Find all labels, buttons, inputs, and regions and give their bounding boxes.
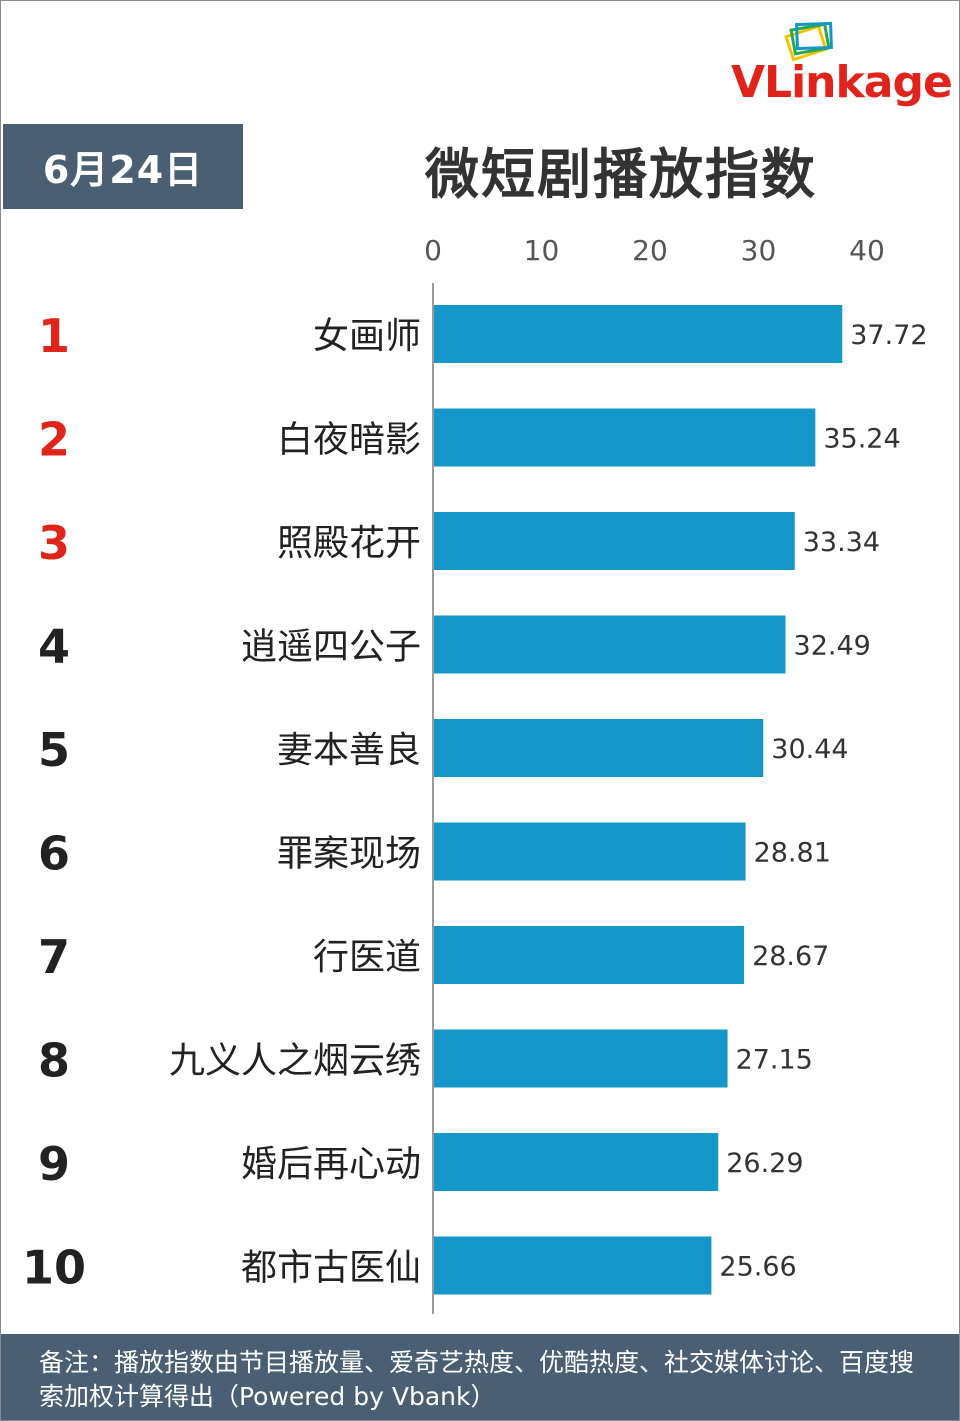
data-label: 30.44	[771, 734, 848, 765]
data-label: 32.49	[794, 631, 871, 662]
rank-number: 4	[38, 620, 70, 674]
data-label: 33.34	[803, 527, 880, 558]
category-label: 照殿花开	[277, 523, 421, 564]
category-label: 婚后再心动	[241, 1144, 421, 1185]
data-label: 28.81	[754, 838, 831, 869]
bar	[433, 408, 816, 467]
data-label: 26.29	[726, 1148, 803, 1179]
rank-number: 9	[38, 1137, 70, 1191]
category-label: 行医道	[313, 937, 421, 978]
x-tick-label: 20	[632, 234, 668, 267]
category-label: 都市古医仙	[241, 1248, 421, 1289]
x-tick-label: 10	[524, 234, 560, 267]
category-label: 九义人之烟云绣	[169, 1041, 421, 1082]
category-label: 女画师	[313, 316, 421, 357]
category-label: 妻本善良	[277, 730, 421, 771]
category-label: 白夜暗影	[277, 420, 421, 461]
rank-number: 1	[38, 309, 70, 363]
footer-note: 备注：播放指数由节目播放量、爱奇艺热度、优酷热度、社交媒体讨论、百度搜索加权计算…	[1, 1334, 959, 1420]
rank-number: 2	[38, 413, 70, 467]
date-badge: 6月24日	[3, 124, 243, 209]
rank-number: 5	[38, 723, 70, 777]
data-label: 25.66	[719, 1252, 796, 1283]
chart-title: 微短剧播放指数	[425, 142, 817, 206]
rank-number: 8	[38, 1034, 70, 1088]
rank-number: 6	[38, 827, 70, 881]
rank-number: 3	[38, 516, 70, 570]
logo-text-inkage: inkage	[791, 57, 953, 108]
bar	[433, 305, 843, 363]
rank-number: 10	[22, 1241, 86, 1295]
bar	[433, 512, 795, 570]
x-tick-label: 40	[849, 234, 885, 267]
x-tick-label: 30	[741, 234, 777, 267]
category-label: 罪案现场	[277, 834, 421, 875]
data-label: 35.24	[823, 424, 900, 455]
rank-number: 7	[38, 930, 70, 984]
logo-cards-icon	[784, 21, 833, 62]
bar	[433, 926, 745, 984]
bar	[433, 1236, 712, 1295]
bar	[433, 615, 786, 674]
data-label: 28.67	[752, 941, 829, 972]
bar	[433, 1133, 719, 1191]
bar-chart: 0 10 20 30 40 37.72 女画师 1 35.24 白夜暗影 2 33.34 照殿花开 3 32…	[22, 234, 928, 1314]
vlinkage-logo: VLinkage	[731, 19, 956, 109]
bar	[433, 1029, 728, 1088]
logo-text-vl: VL	[731, 57, 792, 108]
x-tick-label: 0	[424, 234, 442, 267]
bar	[433, 719, 764, 777]
category-label: 逍遥四公子	[241, 627, 421, 668]
bar	[433, 822, 746, 881]
data-label: 27.15	[736, 1045, 813, 1076]
data-label: 37.72	[850, 320, 927, 351]
